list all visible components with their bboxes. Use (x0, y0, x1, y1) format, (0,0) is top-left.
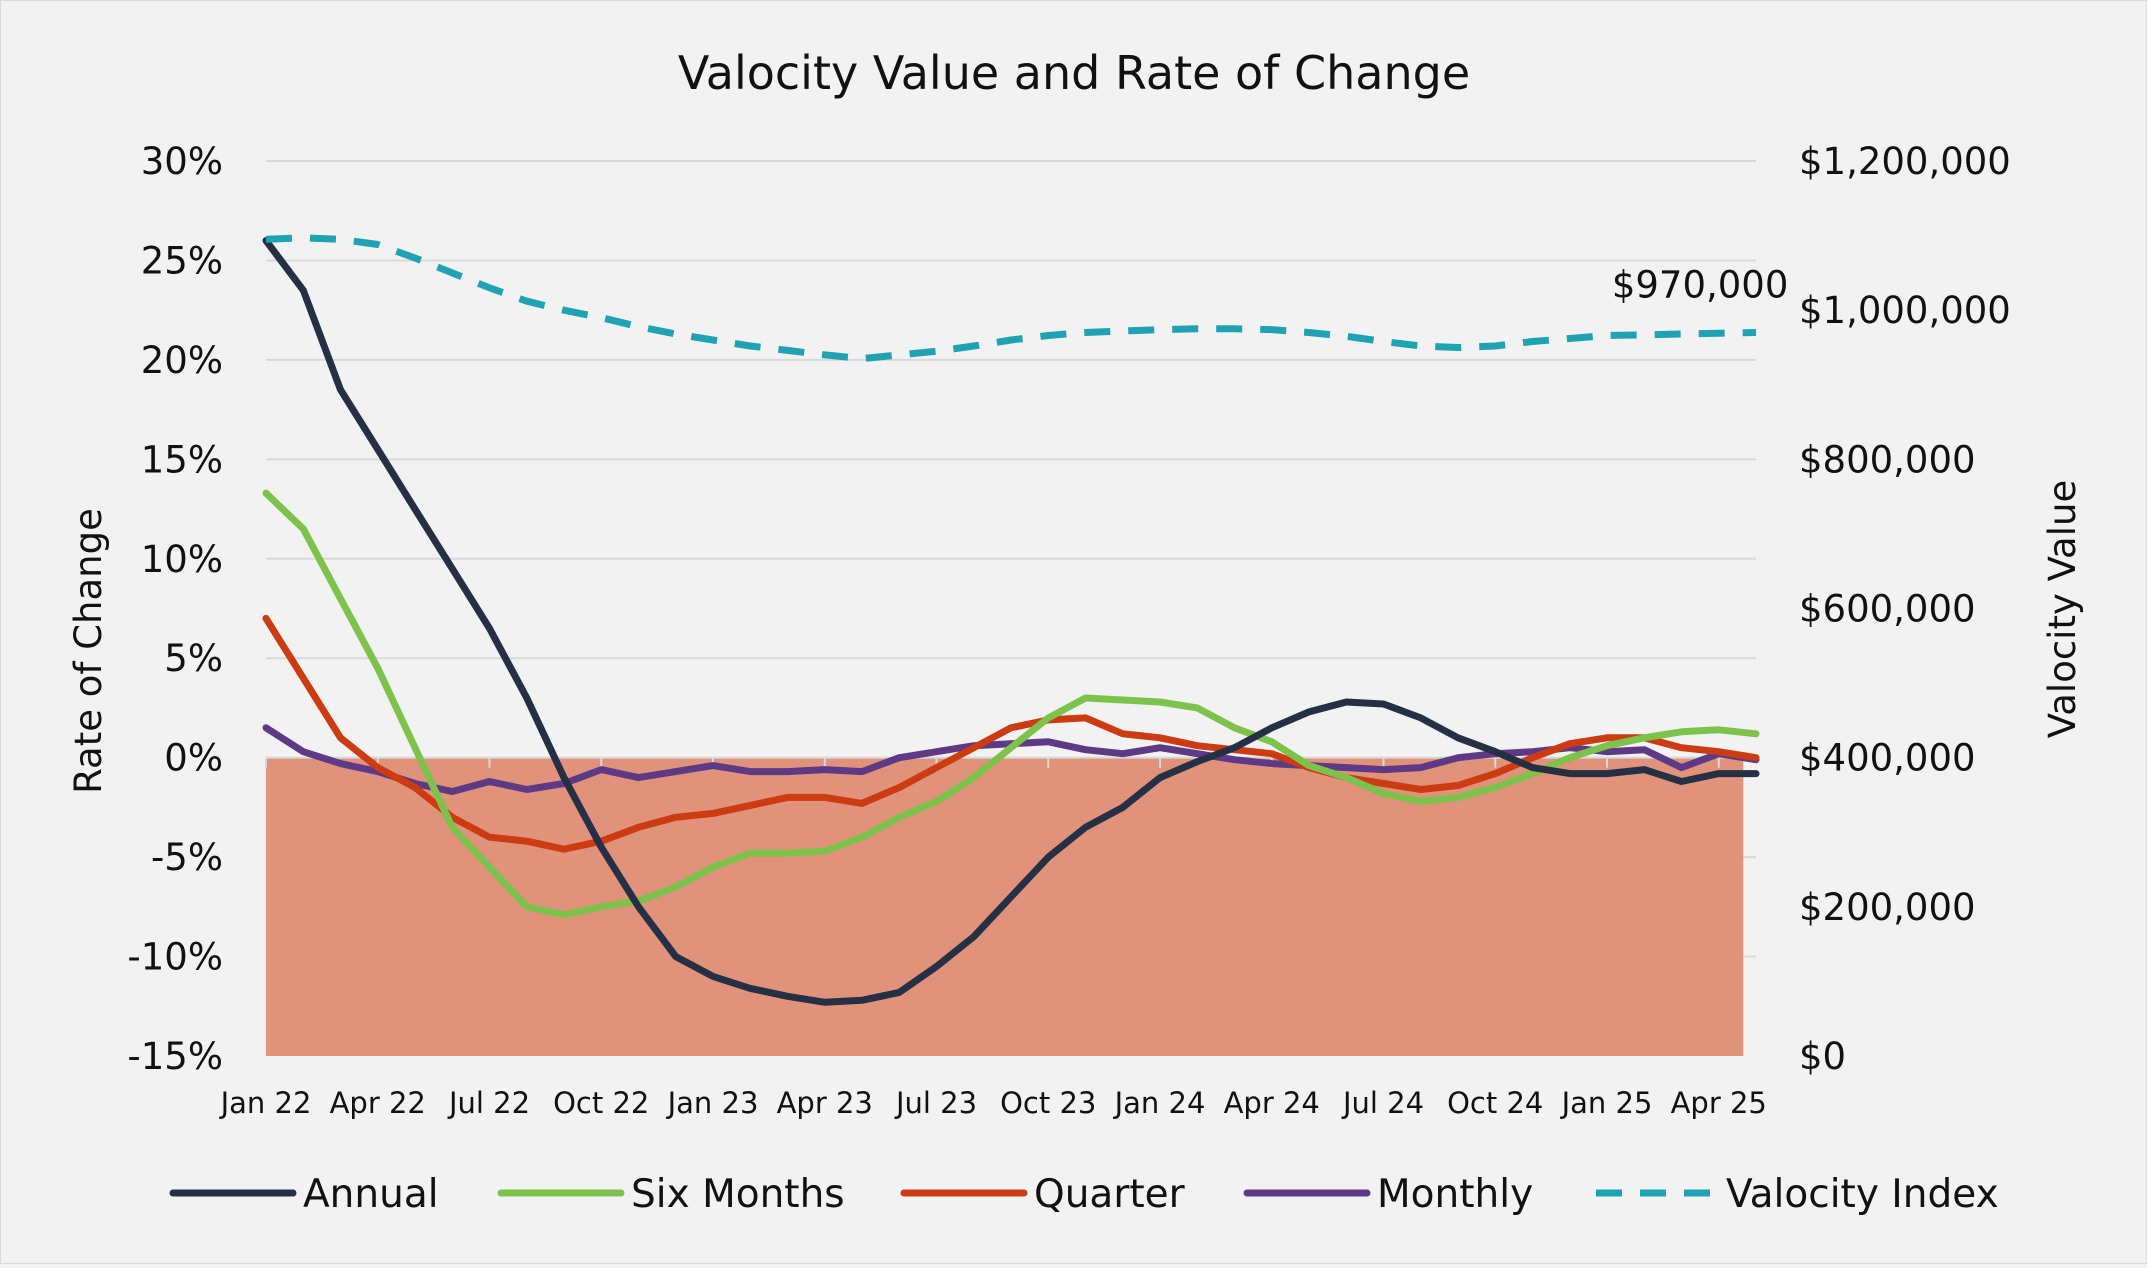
left-tick-label: 0% (164, 737, 223, 780)
series-line-quarter (262, 614, 1760, 853)
left-tick-label: -10% (127, 936, 223, 979)
series-line-annual (262, 237, 1760, 1006)
left-tick-label: -5% (151, 836, 223, 879)
right-tick-label: $400,000 (1799, 737, 1976, 780)
legend-label: Quarter (1034, 1172, 1186, 1217)
left-tick-label: 10% (141, 538, 223, 581)
left-tick-label: -15% (127, 1035, 223, 1078)
legend-label: Six Months (631, 1172, 845, 1217)
right-tick-label: $0 (1799, 1035, 1846, 1078)
x-tick-label: Jan 24 (1113, 1086, 1206, 1120)
x-axis-labels: Jan 22 Apr 22 Jul 22 Oct 22 Jan 23 Apr 23 Jul … (219, 1086, 1767, 1120)
chart-title: Valocity Value and Rate of Change (678, 46, 1470, 100)
left-axis-ticks: 30% 25% 20% 15% 10% 5% 0% -5% -10% -15% (127, 140, 223, 1078)
left-tick-label: 15% (141, 438, 223, 481)
right-axis-title: Valocity Value (2041, 480, 2084, 738)
x-tick-label: Oct 24 (1447, 1086, 1543, 1120)
x-tick-label: Oct 23 (1000, 1086, 1096, 1120)
left-axis-title: Rate of Change (67, 508, 110, 794)
legend: Annual Six Months Quarter Monthly Valocity I… (169, 1172, 1999, 1217)
x-tick-label: Jan 25 (1560, 1086, 1653, 1120)
left-tick-label: 30% (141, 140, 223, 183)
x-tick-label: Jul 23 (894, 1086, 977, 1120)
right-tick-label: $1,200,000 (1799, 140, 2011, 183)
right-tick-label: $1,000,000 (1799, 289, 2011, 332)
legend-label: Annual (303, 1172, 439, 1217)
x-tick-label: Jul 24 (1341, 1086, 1424, 1120)
x-tick-label: Apr 24 (1224, 1086, 1320, 1120)
x-tick-label: Apr 23 (777, 1086, 873, 1120)
left-tick-label: 20% (141, 339, 223, 382)
legend-label: Valocity Index (1726, 1172, 1999, 1217)
annotation-latest-value: $970,000 (1612, 264, 1789, 307)
x-tick-label: Apr 25 (1671, 1086, 1767, 1120)
x-tick-label: Oct 22 (553, 1086, 649, 1120)
series-line-valocity-index (265, 234, 1757, 363)
x-tick-label: Apr 22 (330, 1086, 426, 1120)
legend-label: Monthly (1377, 1172, 1533, 1217)
left-tick-label: 25% (141, 239, 223, 282)
x-tick-label: Jul 22 (447, 1086, 530, 1120)
series-line-six-months (262, 489, 1760, 919)
right-tick-label: $800,000 (1799, 438, 1976, 481)
series-lines (262, 234, 1760, 1006)
x-tick-label: Jan 23 (666, 1086, 759, 1120)
right-axis-ticks: $1,200,000 $1,000,000 $800,000 $600,000 $400… (1799, 140, 2011, 1078)
right-tick-label: $200,000 (1799, 886, 1976, 929)
x-tick-label: Jan 22 (219, 1086, 312, 1120)
right-tick-label: $600,000 (1799, 588, 1976, 631)
left-tick-label: 5% (164, 637, 223, 680)
